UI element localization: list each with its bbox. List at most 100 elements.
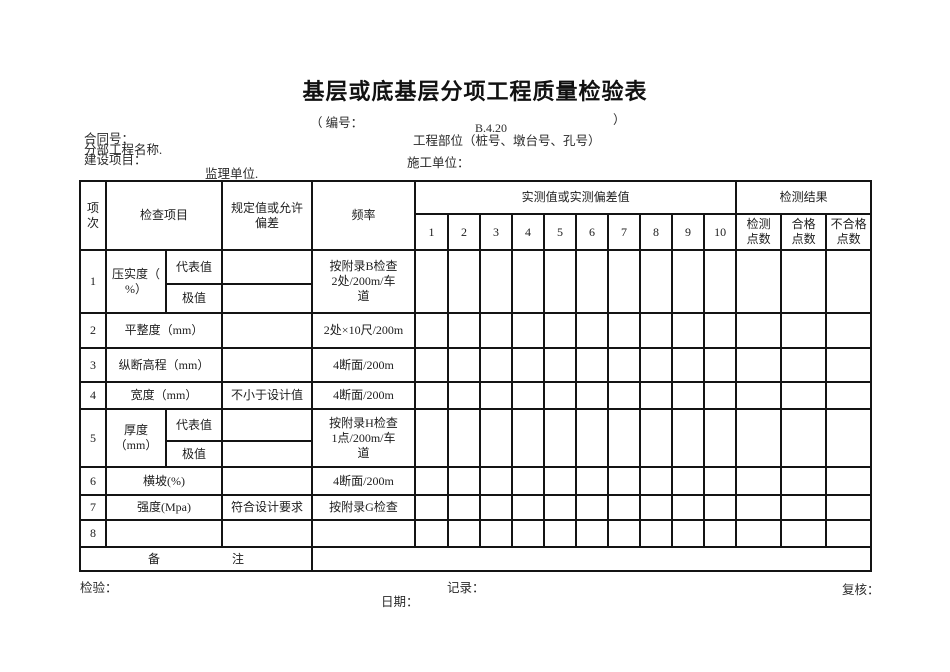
- result-count-cell: [780, 408, 828, 468]
- result-count-cell: [735, 312, 783, 349]
- spec-cell: 符合设计要求: [221, 494, 314, 521]
- measured-value-cell: [703, 519, 738, 548]
- item-thickness: 厚度 （mm）: [105, 408, 167, 468]
- measured-value-cell: [575, 519, 610, 548]
- recorder-label: 记录：: [447, 581, 485, 595]
- measured-value-cell: [511, 312, 546, 349]
- row-no: 6: [79, 466, 107, 496]
- header-unqualified-points: 不合格 点数: [825, 213, 873, 251]
- result-count-cell: [735, 494, 783, 521]
- header-point-5: 5: [543, 213, 578, 251]
- result-count-cell: [825, 312, 873, 349]
- spec-cell: [221, 283, 314, 314]
- result-count-cell: [735, 466, 783, 496]
- spec-cell: [221, 440, 314, 468]
- measured-value-cell: [479, 381, 514, 410]
- inspector-label: 检验：: [80, 581, 118, 595]
- header-point-4: 4: [511, 213, 546, 251]
- date-label: 日期：: [381, 595, 419, 609]
- result-count-cell: [735, 381, 783, 410]
- measured-value-cell: [703, 347, 738, 383]
- item-compaction: 压实度（ %）: [105, 249, 167, 314]
- contract-no-label: 合同号：: [84, 132, 135, 146]
- remarks-content: [311, 546, 873, 572]
- measured-value-cell: [414, 249, 450, 314]
- measured-value-cell: [414, 466, 450, 496]
- header-checked-points: 检测 点数: [735, 213, 783, 251]
- result-count-cell: [825, 466, 873, 496]
- measured-value-cell: [703, 381, 738, 410]
- header-measured-values: 实测值或实测偏差值: [414, 180, 738, 215]
- measured-value-cell: [543, 312, 578, 349]
- frequency-cell: 4断面/200m: [311, 347, 417, 383]
- subdivision-name-label: 分部工程名称.: [84, 143, 163, 157]
- result-count-cell: [825, 494, 873, 521]
- header-result: 检测结果: [735, 180, 873, 215]
- inspection-table: 项 次 检查项目 规定值或允许 偏差 频率 实测值或实测偏差值 检测结果 1 2…: [78, 180, 873, 572]
- measured-value-cell: [607, 494, 642, 521]
- frequency-cell: 4断面/200m: [311, 466, 417, 496]
- result-count-cell: [825, 519, 873, 548]
- spec-cell: [221, 466, 314, 496]
- measured-value-cell: [671, 519, 706, 548]
- measured-value-cell: [479, 312, 514, 349]
- measured-value-cell: [511, 466, 546, 496]
- measured-value-cell: [671, 466, 706, 496]
- result-count-cell: [825, 347, 873, 383]
- code-close-paren: ）: [613, 113, 626, 127]
- spec-cell: [221, 519, 314, 548]
- measured-value-cell: [414, 494, 450, 521]
- result-count-cell: [780, 381, 828, 410]
- frequency-cell: 按附录H检查 1点/200m/车 道: [311, 408, 417, 468]
- measured-value-cell: [447, 312, 482, 349]
- measured-value-cell: [479, 494, 514, 521]
- measured-value-cell: [447, 519, 482, 548]
- row-flatness: 2 平整度（mm） 2处×10尺/200m: [79, 312, 873, 349]
- header-point-7: 7: [607, 213, 642, 251]
- measured-value-cell: [414, 312, 450, 349]
- code-label: （ 编号：: [310, 116, 364, 130]
- measured-value-cell: [414, 408, 450, 468]
- measured-value-cell: [703, 494, 738, 521]
- measured-value-cell: [639, 381, 674, 410]
- measured-value-cell: [607, 347, 642, 383]
- header-point-3: 3: [479, 213, 514, 251]
- result-count-cell: [780, 312, 828, 349]
- measured-value-cell: [607, 519, 642, 548]
- result-count-cell: [780, 249, 828, 314]
- measured-value-cell: [414, 381, 450, 410]
- measured-value-cell: [447, 466, 482, 496]
- measured-value-cell: [543, 381, 578, 410]
- header-qualified-points: 合格 点数: [780, 213, 828, 251]
- result-count-cell: [735, 408, 783, 468]
- measured-value-cell: [639, 408, 674, 468]
- item-cross-slope: 横坡(%): [104, 466, 224, 496]
- measured-value-cell: [543, 408, 578, 468]
- header-point-10: 10: [703, 213, 738, 251]
- measured-value-cell: [703, 249, 738, 314]
- measured-value-cell: [543, 519, 578, 548]
- row-thickness-a: 5 厚度 （mm） 代表值 按附录H检查 1点/200m/车 道: [79, 408, 873, 468]
- header-point-1: 1: [414, 213, 450, 251]
- measured-value-cell: [511, 494, 546, 521]
- measured-value-cell: [671, 347, 706, 383]
- measured-value-cell: [479, 347, 514, 383]
- measured-value-cell: [607, 466, 642, 496]
- measured-value-cell: [543, 494, 578, 521]
- frequency-cell: 4断面/200m: [311, 381, 417, 410]
- frequency-cell: 2处×10尺/200m: [311, 312, 417, 349]
- construction-unit-label: 施工单位：: [407, 156, 470, 170]
- result-count-cell: [780, 466, 828, 496]
- spec-cell: [221, 347, 314, 383]
- measured-value-cell: [575, 249, 610, 314]
- measured-value-cell: [671, 381, 706, 410]
- sub-item-representative: 代表值: [164, 408, 224, 442]
- measured-value-cell: [543, 347, 578, 383]
- measured-value-cell: [639, 519, 674, 548]
- work-location-label: 工程部位（桩号、墩台号、孔号）: [413, 134, 601, 148]
- header-point-6: 6: [575, 213, 610, 251]
- measured-value-cell: [671, 312, 706, 349]
- measured-value-cell: [703, 408, 738, 468]
- measured-value-cell: [703, 312, 738, 349]
